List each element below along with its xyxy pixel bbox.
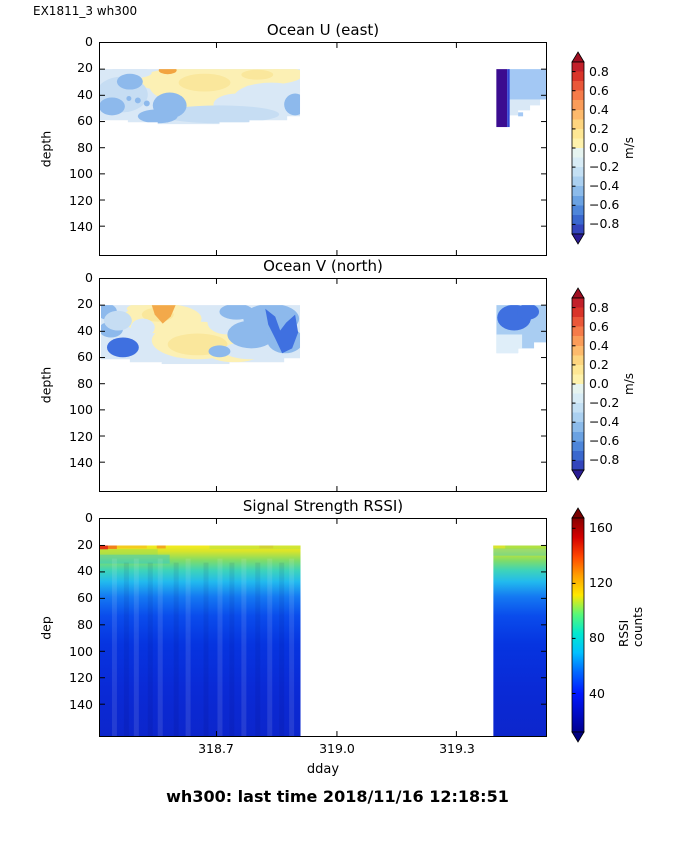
- colorbar-tick-label: 160: [589, 520, 613, 535]
- panel-title-rssi: Signal Strength RSSI): [242, 497, 404, 515]
- y-tick-label: 120: [69, 428, 93, 444]
- y-tick-label: 120: [69, 670, 93, 686]
- y-tick-label: 0: [85, 34, 93, 49]
- y-tick-label: 60: [77, 590, 93, 606]
- colorbar-tick-label: 0.4: [589, 337, 609, 353]
- colorbar-tick-label: 0.2: [589, 120, 609, 136]
- y-tick-label: 40: [77, 322, 93, 338]
- colorbar-ocean-v: [571, 287, 585, 485]
- heatmap-rssi: [100, 519, 546, 736]
- y-tick-label: 80: [77, 139, 93, 155]
- x-axis-label: dday: [306, 762, 340, 777]
- colorbar-tick-label: −0.4: [589, 414, 620, 430]
- y-axis-label: depth: [38, 366, 54, 404]
- panel-title-ocean-v: Ocean V (north): [263, 257, 383, 275]
- x-tick-label: 319.3: [439, 741, 475, 756]
- y-tick-label: 140: [69, 696, 93, 712]
- y-tick-label: 140: [69, 454, 93, 470]
- colorbar-tick-label: 0.8: [589, 299, 609, 315]
- y-tick-label: 100: [69, 402, 93, 418]
- colorbar-ocean-u: [571, 51, 585, 249]
- x-tick-label: 318.7: [198, 741, 234, 756]
- y-tick-label: 20: [77, 536, 93, 552]
- panel-title-ocean-u: Ocean U (east): [266, 21, 380, 39]
- y-tick-label: 100: [69, 643, 93, 659]
- y-tick-label: 80: [77, 616, 93, 632]
- figure-suptitle: EX1811_3 wh300: [33, 4, 138, 18]
- axis-ticks: [100, 279, 546, 491]
- y-axis-label: dep: [38, 616, 54, 640]
- heatmap-ocean-u: [100, 43, 546, 255]
- axis-ticks: [100, 43, 546, 255]
- y-tick-label: 60: [77, 113, 93, 129]
- y-tick-label: 20: [77, 60, 93, 76]
- y-tick-label: 80: [77, 375, 93, 391]
- colorbar-tick-label: 0.2: [589, 356, 609, 372]
- colorbar-tick-label: −0.6: [589, 433, 620, 449]
- colorbar-tick-label: 0.4: [589, 101, 609, 117]
- panel-ocean-u: [99, 42, 547, 256]
- colorbar-tick-label: −0.8: [589, 216, 620, 232]
- colorbar-rssi: [571, 507, 585, 747]
- y-tick-label: 60: [77, 349, 93, 365]
- colorbar-tick-label: 0.6: [589, 318, 609, 334]
- colorbar-axis-label: m/s: [622, 137, 636, 159]
- y-tick-label: 120: [69, 192, 93, 208]
- colorbar-tick-label: 0.0: [589, 140, 609, 155]
- axis-ticks: [100, 519, 546, 736]
- y-tick-label: 40: [77, 86, 93, 102]
- colorbar-tick-label: 0.6: [589, 82, 609, 98]
- panel-rssi: [99, 518, 547, 737]
- y-axis-label: depth: [38, 130, 54, 168]
- colorbar-tick-label: 40: [589, 685, 605, 701]
- colorbar-tick-label: 120: [589, 575, 613, 591]
- colorbar-axis-label: RSSI counts: [617, 606, 645, 647]
- colorbar-tick-label: −0.2: [589, 159, 620, 175]
- colorbar-tick-label: 0.8: [589, 63, 609, 79]
- panel-ocean-v: [99, 278, 547, 492]
- y-tick-label: 0: [85, 270, 93, 285]
- colorbar-tick-label: −0.8: [589, 452, 620, 468]
- colorbar-tick-label: 0.0: [589, 376, 609, 391]
- heatmap-ocean-v: [100, 279, 546, 491]
- x-tick-label: 319.0: [319, 741, 355, 756]
- colorbar-axis-label: m/s: [622, 373, 636, 395]
- colorbar-tick-label: −0.4: [589, 178, 620, 194]
- y-tick-label: 140: [69, 218, 93, 234]
- colorbar-tick-label: −0.2: [589, 395, 620, 411]
- colorbar-tick-label: 80: [589, 630, 605, 646]
- colorbar-tick-label: −0.6: [589, 197, 620, 213]
- footer-status-text: wh300: last time 2018/11/16 12:18:51: [166, 787, 509, 806]
- y-tick-label: 0: [85, 510, 93, 525]
- y-tick-label: 40: [77, 563, 93, 579]
- y-tick-label: 20: [77, 296, 93, 312]
- y-tick-label: 100: [69, 166, 93, 182]
